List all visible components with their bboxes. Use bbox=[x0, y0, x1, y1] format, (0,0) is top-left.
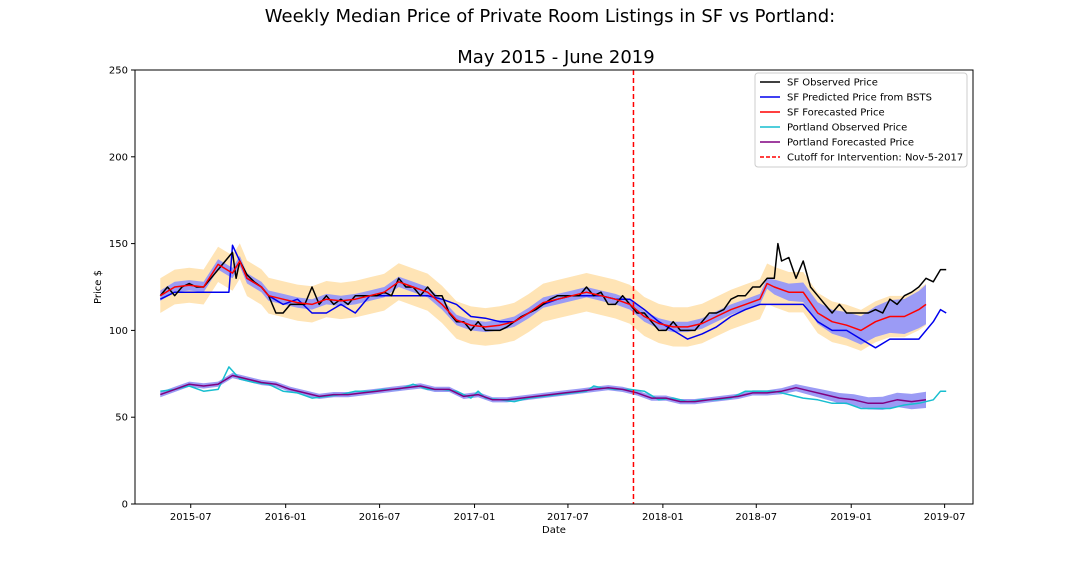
sf-narrow-uncertainty-band bbox=[160, 255, 927, 345]
y-tick-label: 150 bbox=[109, 239, 128, 250]
x-tick-label: 2017-01 bbox=[454, 512, 496, 523]
y-tick-label: 50 bbox=[115, 413, 128, 424]
x-axis-label: Date bbox=[542, 525, 566, 536]
series-line-sf-observed bbox=[159, 242, 947, 332]
legend: SF Observed Price SF Predicted Price from… bbox=[754, 72, 968, 168]
sf-wide-uncertainty-band bbox=[160, 243, 927, 351]
series-line-sf-forecast bbox=[159, 260, 927, 332]
y-tick-label: 250 bbox=[109, 66, 128, 77]
legend-label-pdx-observed: Portland Observed Price bbox=[787, 123, 907, 134]
legend-label-sf-observed: SF Observed Price bbox=[787, 78, 878, 89]
series-line-pdx-forecast bbox=[160, 374, 927, 405]
x-tick-label: 2017-07 bbox=[547, 512, 589, 523]
uncertainty-bands bbox=[160, 243, 927, 410]
chart-title-line-2: May 2015 - June 2019 bbox=[457, 47, 654, 68]
series-lines bbox=[159, 242, 947, 410]
y-axis-label: Price $ bbox=[93, 270, 104, 304]
x-tick-label: 2018-01 bbox=[642, 512, 684, 523]
x-tick-label: 2019-01 bbox=[830, 512, 872, 523]
y-tick-label: 200 bbox=[109, 152, 128, 163]
x-axis: 2015-07 2016-01 2016-07 2017-01 2017-07 2018-… bbox=[170, 504, 966, 523]
y-axis: 0 50 100 150 200 250 bbox=[109, 66, 135, 511]
series-line-pdx-observed bbox=[160, 366, 947, 410]
legend-box bbox=[754, 72, 968, 168]
y-tick-label: 0 bbox=[122, 500, 128, 511]
legend-label-sf-forecast: SF Forecasted Price bbox=[787, 108, 885, 119]
legend-label-cutoff: Cutoff for Intervention: Nov-5-2017 bbox=[787, 153, 963, 164]
legend-label-pdx-forecast: Portland Forecasted Price bbox=[787, 138, 914, 149]
x-tick-label: 2018-07 bbox=[735, 512, 777, 523]
x-tick-label: 2016-07 bbox=[359, 512, 401, 523]
x-tick-label: 2019-07 bbox=[924, 512, 966, 523]
legend-label-sf-bsts: SF Predicted Price from BSTS bbox=[787, 93, 932, 104]
chart-title-line-1: Weekly Median Price of Private Room List… bbox=[265, 6, 835, 27]
x-tick-label: 2016-01 bbox=[265, 512, 307, 523]
plot-frame bbox=[134, 69, 974, 505]
x-tick-label: 2015-07 bbox=[170, 512, 212, 523]
y-tick-label: 100 bbox=[109, 326, 128, 337]
